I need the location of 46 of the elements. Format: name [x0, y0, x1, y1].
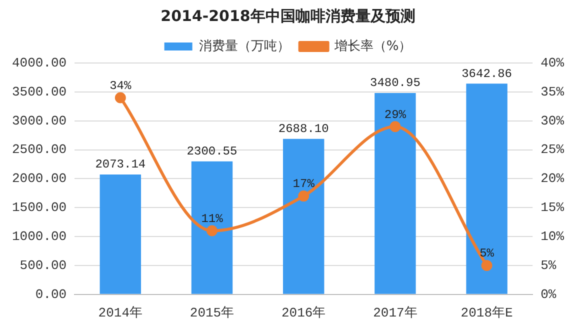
legend-label: 增长率（%）	[333, 38, 412, 54]
point	[114, 92, 126, 104]
bar	[282, 138, 324, 294]
bar	[100, 174, 142, 294]
data-label: 34%	[110, 78, 132, 93]
data-label: 3642.86	[462, 66, 512, 81]
y2-tick-label: 20%	[540, 171, 564, 186]
y-tick-label: 2500.00	[12, 142, 67, 158]
data-label: 2688.10	[278, 122, 329, 136]
bar	[466, 84, 508, 294]
x-tick-label: 2015年	[190, 306, 234, 321]
point	[390, 121, 401, 132]
y2-tick-label: 25%	[540, 142, 564, 158]
point	[206, 225, 218, 236]
y-tick-label: 3000.00	[12, 113, 67, 128]
data-label: 17%	[292, 177, 316, 192]
y-tick-label: 1000.00	[12, 228, 67, 244]
x-tick-label: 2014年	[98, 306, 143, 321]
y-tick-label: 500.00	[20, 258, 67, 273]
y2-tick-label: 40%	[540, 55, 564, 70]
legend-label: 消费量（万吨）	[198, 38, 290, 54]
point	[298, 190, 310, 202]
point	[481, 260, 492, 271]
data-label: 5%	[480, 246, 495, 261]
bar	[374, 93, 416, 294]
y2-tick-label: 30%	[540, 113, 564, 128]
x-tick-label: 2016年	[281, 306, 326, 321]
y-tick-label: 2000.00	[12, 171, 67, 186]
data-label: 2073.14	[95, 158, 146, 172]
data-label: 3480.95	[370, 76, 420, 90]
y2-tick-label: 5%	[540, 258, 556, 273]
chart-title: 2014-2018年中国咖啡消费量及预测	[160, 6, 416, 25]
y2-tick-label: 15%	[540, 200, 564, 216]
x-tick-label: 2018年E	[460, 306, 513, 321]
data-label: 11%	[201, 212, 224, 226]
data-label: 2300.55	[186, 144, 238, 158]
bar	[191, 161, 233, 294]
data-label: 29%	[384, 108, 407, 122]
y2-tick-label: 0%	[540, 286, 556, 302]
y2-tick-label: 35%	[540, 84, 564, 100]
y-tick-label: 4000.00	[12, 55, 67, 70]
y-tick-label: 0.00	[35, 286, 67, 302]
y-tick-label: 3500.00	[12, 84, 67, 100]
y-tick-label: 1500.00	[12, 200, 67, 216]
y2-tick-label: 10%	[540, 228, 564, 244]
x-tick-label: 2017年	[373, 306, 418, 321]
